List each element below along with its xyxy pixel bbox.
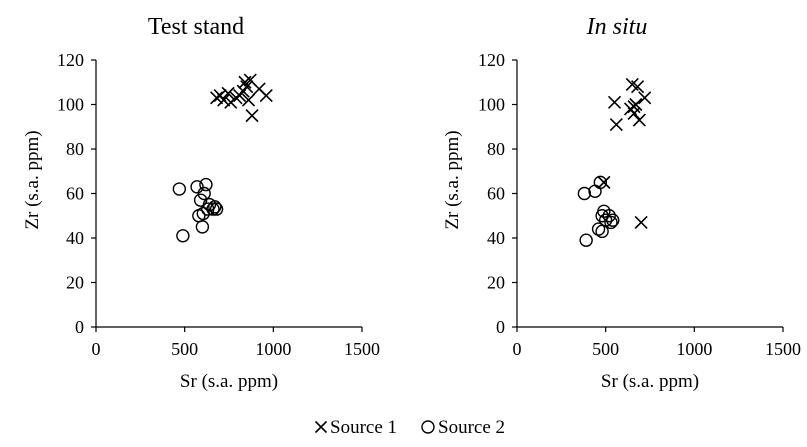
legend-item-source-1: Source 1 [314, 417, 397, 438]
tick-labels: 0 20 40 60 80 100 120 0 500 1000 1500 [57, 50, 380, 359]
x-tick-label: 1500 [765, 339, 801, 359]
data-point-o [190, 180, 204, 194]
data-point-x [259, 89, 273, 103]
x-tick-label: 500 [592, 339, 619, 359]
data-point-o [197, 186, 211, 201]
y-tick-label: 0 [496, 317, 505, 337]
data-point-o [206, 202, 220, 216]
data-point-x [609, 117, 623, 132]
y-axis-label: Zr (s.a. ppm) [442, 130, 463, 229]
data-point-o [172, 182, 187, 196]
data-point-x [217, 93, 231, 107]
legend-x-marker [314, 420, 328, 434]
x-tick-label: 0 [513, 339, 522, 359]
y-tick-label: 80 [487, 139, 505, 159]
data-point-o [604, 215, 618, 230]
chart-title: In situ [586, 14, 648, 40]
y-tick-label: 120 [57, 50, 84, 70]
y-tick-label: 40 [66, 228, 84, 248]
data-point-x [638, 91, 652, 105]
x-tick-label: 0 [92, 339, 101, 359]
data-point-x [241, 93, 256, 107]
legend-label: Source 2 [438, 417, 505, 438]
data-point-x [631, 80, 645, 94]
legend-item-source-2: Source 2 [421, 417, 505, 438]
data-point-x [221, 86, 235, 100]
data-point-o [176, 229, 190, 243]
y-tick-label: 120 [478, 50, 505, 70]
x-tick-label: 1500 [344, 339, 380, 359]
data-point-o [577, 186, 592, 201]
axes [91, 59, 363, 332]
y-tick-label: 80 [66, 139, 84, 159]
data-point-o [209, 202, 224, 216]
data-point-o [593, 175, 608, 190]
legend-x-symbol [314, 420, 328, 434]
y-tick-label: 20 [66, 273, 84, 293]
data-point-x [627, 100, 641, 114]
tick-labels: 0 20 40 60 80 100 120 0 500 1000 1500 [478, 50, 801, 359]
data-point-o [208, 200, 222, 214]
axes [512, 59, 784, 332]
data-point-x [627, 106, 641, 120]
x-tick-label: 1000 [676, 339, 712, 359]
data-point-o [199, 177, 213, 192]
data-point-x [240, 80, 254, 94]
y-axis-label: Zr (s.a. ppm) [22, 130, 43, 229]
data-point-o [195, 220, 210, 234]
data-point-x [245, 109, 259, 123]
data-point-x [607, 95, 622, 109]
chart-title: Test stand [148, 14, 244, 40]
x-axis-label: Sr (s.a. ppm) [180, 371, 278, 392]
data-marks [172, 73, 273, 243]
data-point-o [606, 213, 620, 227]
data-point-x [210, 91, 224, 105]
data-point-x [597, 175, 611, 189]
y-tick-label: 60 [66, 184, 84, 204]
legend-o-symbol [421, 420, 435, 434]
legend-label: Source 1 [330, 417, 397, 438]
data-point-o [193, 193, 208, 207]
data-point-x [634, 215, 648, 229]
panel-in-situ: In situ Zr (s.a. ppm) Sr (s.a. ppm) 0 20 4… [442, 14, 801, 392]
x-tick-label: 500 [171, 339, 198, 359]
data-point-x [632, 113, 646, 127]
y-tick-label: 40 [487, 228, 505, 248]
data-point-o [591, 222, 606, 236]
y-tick-label: 60 [487, 184, 505, 204]
y-tick-label: 0 [75, 317, 84, 337]
y-tick-label: 100 [57, 95, 84, 115]
data-point-o [579, 233, 593, 247]
data-point-o [602, 209, 616, 223]
legend: Source 1 Source 2 [314, 417, 505, 438]
x-axis-label: Sr (s.a. ppm) [601, 371, 699, 392]
y-tick-label: 100 [478, 95, 505, 115]
legend-o-marker [421, 420, 435, 434]
x-tick-label: 1000 [255, 339, 291, 359]
data-marks [577, 77, 652, 247]
y-tick-label: 20 [487, 273, 505, 293]
data-point-o [588, 184, 602, 198]
panel-test-stand: Test stand Zr (s.a. ppm) Sr (s.a. ppm) 0… [22, 14, 380, 392]
